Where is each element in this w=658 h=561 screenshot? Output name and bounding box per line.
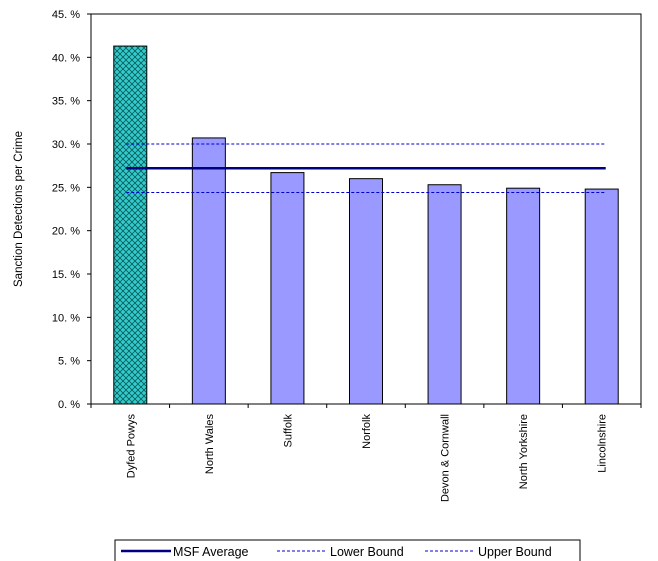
x-tick-label: North Yorkshire xyxy=(518,414,530,489)
x-tick-label: North Wales xyxy=(204,414,216,475)
y-tick-label: 40. % xyxy=(52,52,80,64)
bar-lincolnshire xyxy=(584,188,619,405)
y-tick-label: 0. % xyxy=(58,399,80,411)
plot-area: 0. % 5. % 10. % 15. % 20. % 25. % 30. % 35. % 40… xyxy=(52,9,642,502)
y-tick-label: 20. % xyxy=(52,226,80,238)
bar-norfolk xyxy=(349,178,383,405)
x-tick-label: Dyfed Powys xyxy=(125,414,137,479)
x-tick-label: Suffolk xyxy=(282,414,294,448)
legend-box xyxy=(114,539,581,561)
legend-label-upper-bound: Upper Bound xyxy=(478,545,552,559)
y-tick-label: 30. % xyxy=(52,139,80,151)
bar-north-yorkshire xyxy=(506,187,541,405)
y-tick-label: 25. % xyxy=(52,182,80,194)
legend-label-lower-bound: Lower Bound xyxy=(330,545,404,559)
y-axis-title: Sanction Detections per Crime xyxy=(13,131,25,287)
y-tick-label: 10. % xyxy=(52,312,80,324)
x-tick-label: Lincolnshire xyxy=(597,414,609,473)
y-tick-label: 35. % xyxy=(52,96,80,108)
x-tick-label: Norfolk xyxy=(361,414,373,449)
legend: MSF Average Lower Bound Upper Bound xyxy=(114,539,581,561)
y-tick-label: 45. % xyxy=(52,9,80,21)
bar-suffolk xyxy=(270,172,305,405)
bar-dyfed-powys xyxy=(113,45,148,405)
bar-devon-cornwall xyxy=(427,184,462,405)
legend-label-msf-average: MSF Average xyxy=(173,545,249,559)
bar-north-wales xyxy=(191,137,226,405)
y-tick-label: 5. % xyxy=(58,356,80,368)
y-tick-label: 15. % xyxy=(52,269,80,281)
x-tick-label: Devon & Cornwall xyxy=(440,414,452,502)
